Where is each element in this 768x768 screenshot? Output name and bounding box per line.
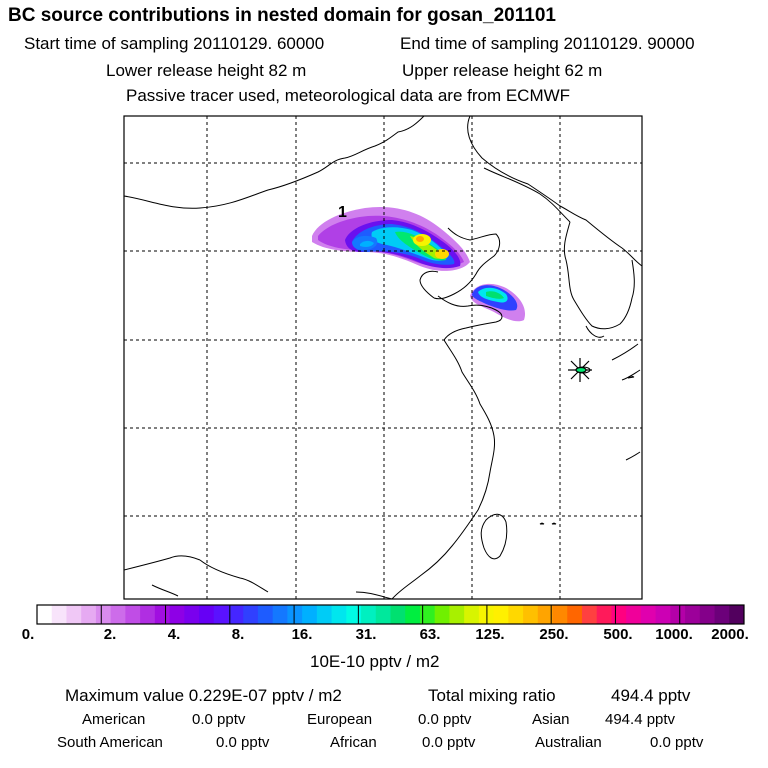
tracer-info-label: Passive tracer used, meteorological data… [126, 86, 571, 105]
colorbar-swatch [596, 605, 612, 624]
receptor-star-icon [568, 358, 592, 382]
colorbar-swatch [110, 605, 126, 624]
colorbar-swatch [302, 605, 318, 624]
colorbar-swatch [81, 605, 97, 624]
colorbar-tick-label: 1000. [655, 626, 693, 643]
end-time-label: End time of sampling 20110129. 90000 [400, 34, 695, 53]
colorbar-swatch [51, 605, 67, 624]
colorbar-tick-label: 2000. [711, 626, 749, 643]
american-label: American [82, 711, 146, 728]
colorbar-swatch [434, 605, 450, 624]
australian-label: Australian [535, 734, 602, 751]
lower-release-height-label: Lower release height 82 m [106, 61, 307, 80]
colorbar-swatch [640, 605, 657, 624]
colorbar-swatch [213, 605, 229, 624]
colorbar-swatch [670, 605, 686, 624]
european-label: European [307, 711, 373, 728]
asian-value: 494.4 pptv [605, 711, 676, 728]
australian-value: 0.0 pptv [650, 734, 704, 751]
colorbar-tick-label: 8. [231, 626, 245, 643]
colorbar-swatch [287, 605, 303, 624]
colorbar-swatch [257, 605, 274, 624]
colorbar-swatch [199, 605, 215, 624]
colorbar-swatch [95, 605, 112, 624]
graticule [124, 116, 642, 599]
south-american-label: South American [57, 734, 163, 751]
colorbar-swatch [169, 605, 185, 624]
colorbar-swatch [611, 605, 627, 624]
upper-release-height-label: Upper release height 62 m [402, 61, 603, 80]
total-mixing-ratio-value: 494.4 pptv [611, 686, 691, 705]
tracer-plume-main [312, 206, 470, 271]
american-value: 0.0 pptv [192, 711, 246, 728]
colorbar-swatch [140, 605, 156, 624]
colorbar-tick-label: 0. [21, 626, 35, 643]
colorbar-swatch [375, 605, 391, 624]
maximum-value-label: Maximum value 0.229E-07 pptv / m2 [65, 686, 342, 705]
colorbar-swatch [508, 605, 524, 624]
start-time-label: Start time of sampling 20110129. 60000 [24, 34, 325, 53]
colorbar-swatch [537, 605, 553, 624]
total-mixing-ratio-label: Total mixing ratio [428, 686, 556, 705]
colorbar-swatch [125, 605, 141, 624]
colorbar-swatch [626, 605, 642, 624]
colorbar-swatch [699, 605, 715, 624]
colorbar-tick-label: 2. [103, 626, 117, 643]
colorbar-swatch [419, 605, 436, 624]
map-domain [124, 116, 642, 599]
colorbar-tick-label: 63. [419, 626, 441, 643]
colorbar-tick-label: 16. [291, 626, 313, 643]
colorbar-swatch [655, 605, 671, 624]
colorbar-swatch [523, 605, 539, 624]
colorbar-swatch [567, 605, 583, 624]
colorbar-swatch [552, 605, 568, 624]
plot-title: BC source contributions in nested domain… [8, 5, 556, 26]
colorbar-swatch [184, 605, 200, 624]
colorbar-swatch [66, 605, 82, 624]
colorbar-tick-label: 31. [355, 626, 377, 643]
south-american-value: 0.0 pptv [216, 734, 270, 751]
colorbar-swatch [685, 605, 701, 624]
colorbar-tick-label: 250. [539, 626, 569, 643]
african-value: 0.0 pptv [422, 734, 476, 751]
colorbar-tick-label: 500. [603, 626, 633, 643]
african-label: African [330, 734, 377, 751]
colorbar-tick-label: 125. [475, 626, 505, 643]
colorbar-swatch [243, 605, 259, 624]
colorbar-swatch [449, 605, 465, 624]
map-frame [123, 115, 643, 600]
release-point-label: 1 [338, 204, 347, 221]
european-value: 0.0 pptv [418, 711, 472, 728]
colorbar-swatch [361, 605, 377, 624]
colorbar-tick-label: 4. [167, 626, 181, 643]
colorbar-swatch [154, 605, 170, 624]
colorbar-swatch [729, 605, 745, 624]
coastlines [124, 116, 642, 599]
colorbar-swatch [316, 605, 332, 624]
colorbar-swatch [714, 605, 730, 624]
asian-label: Asian [532, 711, 570, 728]
colorbar-swatch [346, 605, 362, 624]
colorbar-unit-label: 10E-10 pptv / m2 [310, 652, 440, 671]
tracer-plume-secondary [470, 283, 526, 322]
colorbar [37, 605, 745, 624]
colorbar-swatch [331, 605, 347, 624]
colorbar-swatch [37, 605, 53, 624]
colorbar-swatch [405, 605, 421, 624]
colorbar-swatch [464, 605, 480, 624]
colorbar-swatch [272, 605, 288, 624]
colorbar-frame [36, 604, 745, 625]
colorbar-swatch [390, 605, 406, 624]
colorbar-swatch [493, 605, 509, 624]
colorbar-swatch [228, 605, 244, 624]
colorbar-swatch [581, 605, 598, 624]
